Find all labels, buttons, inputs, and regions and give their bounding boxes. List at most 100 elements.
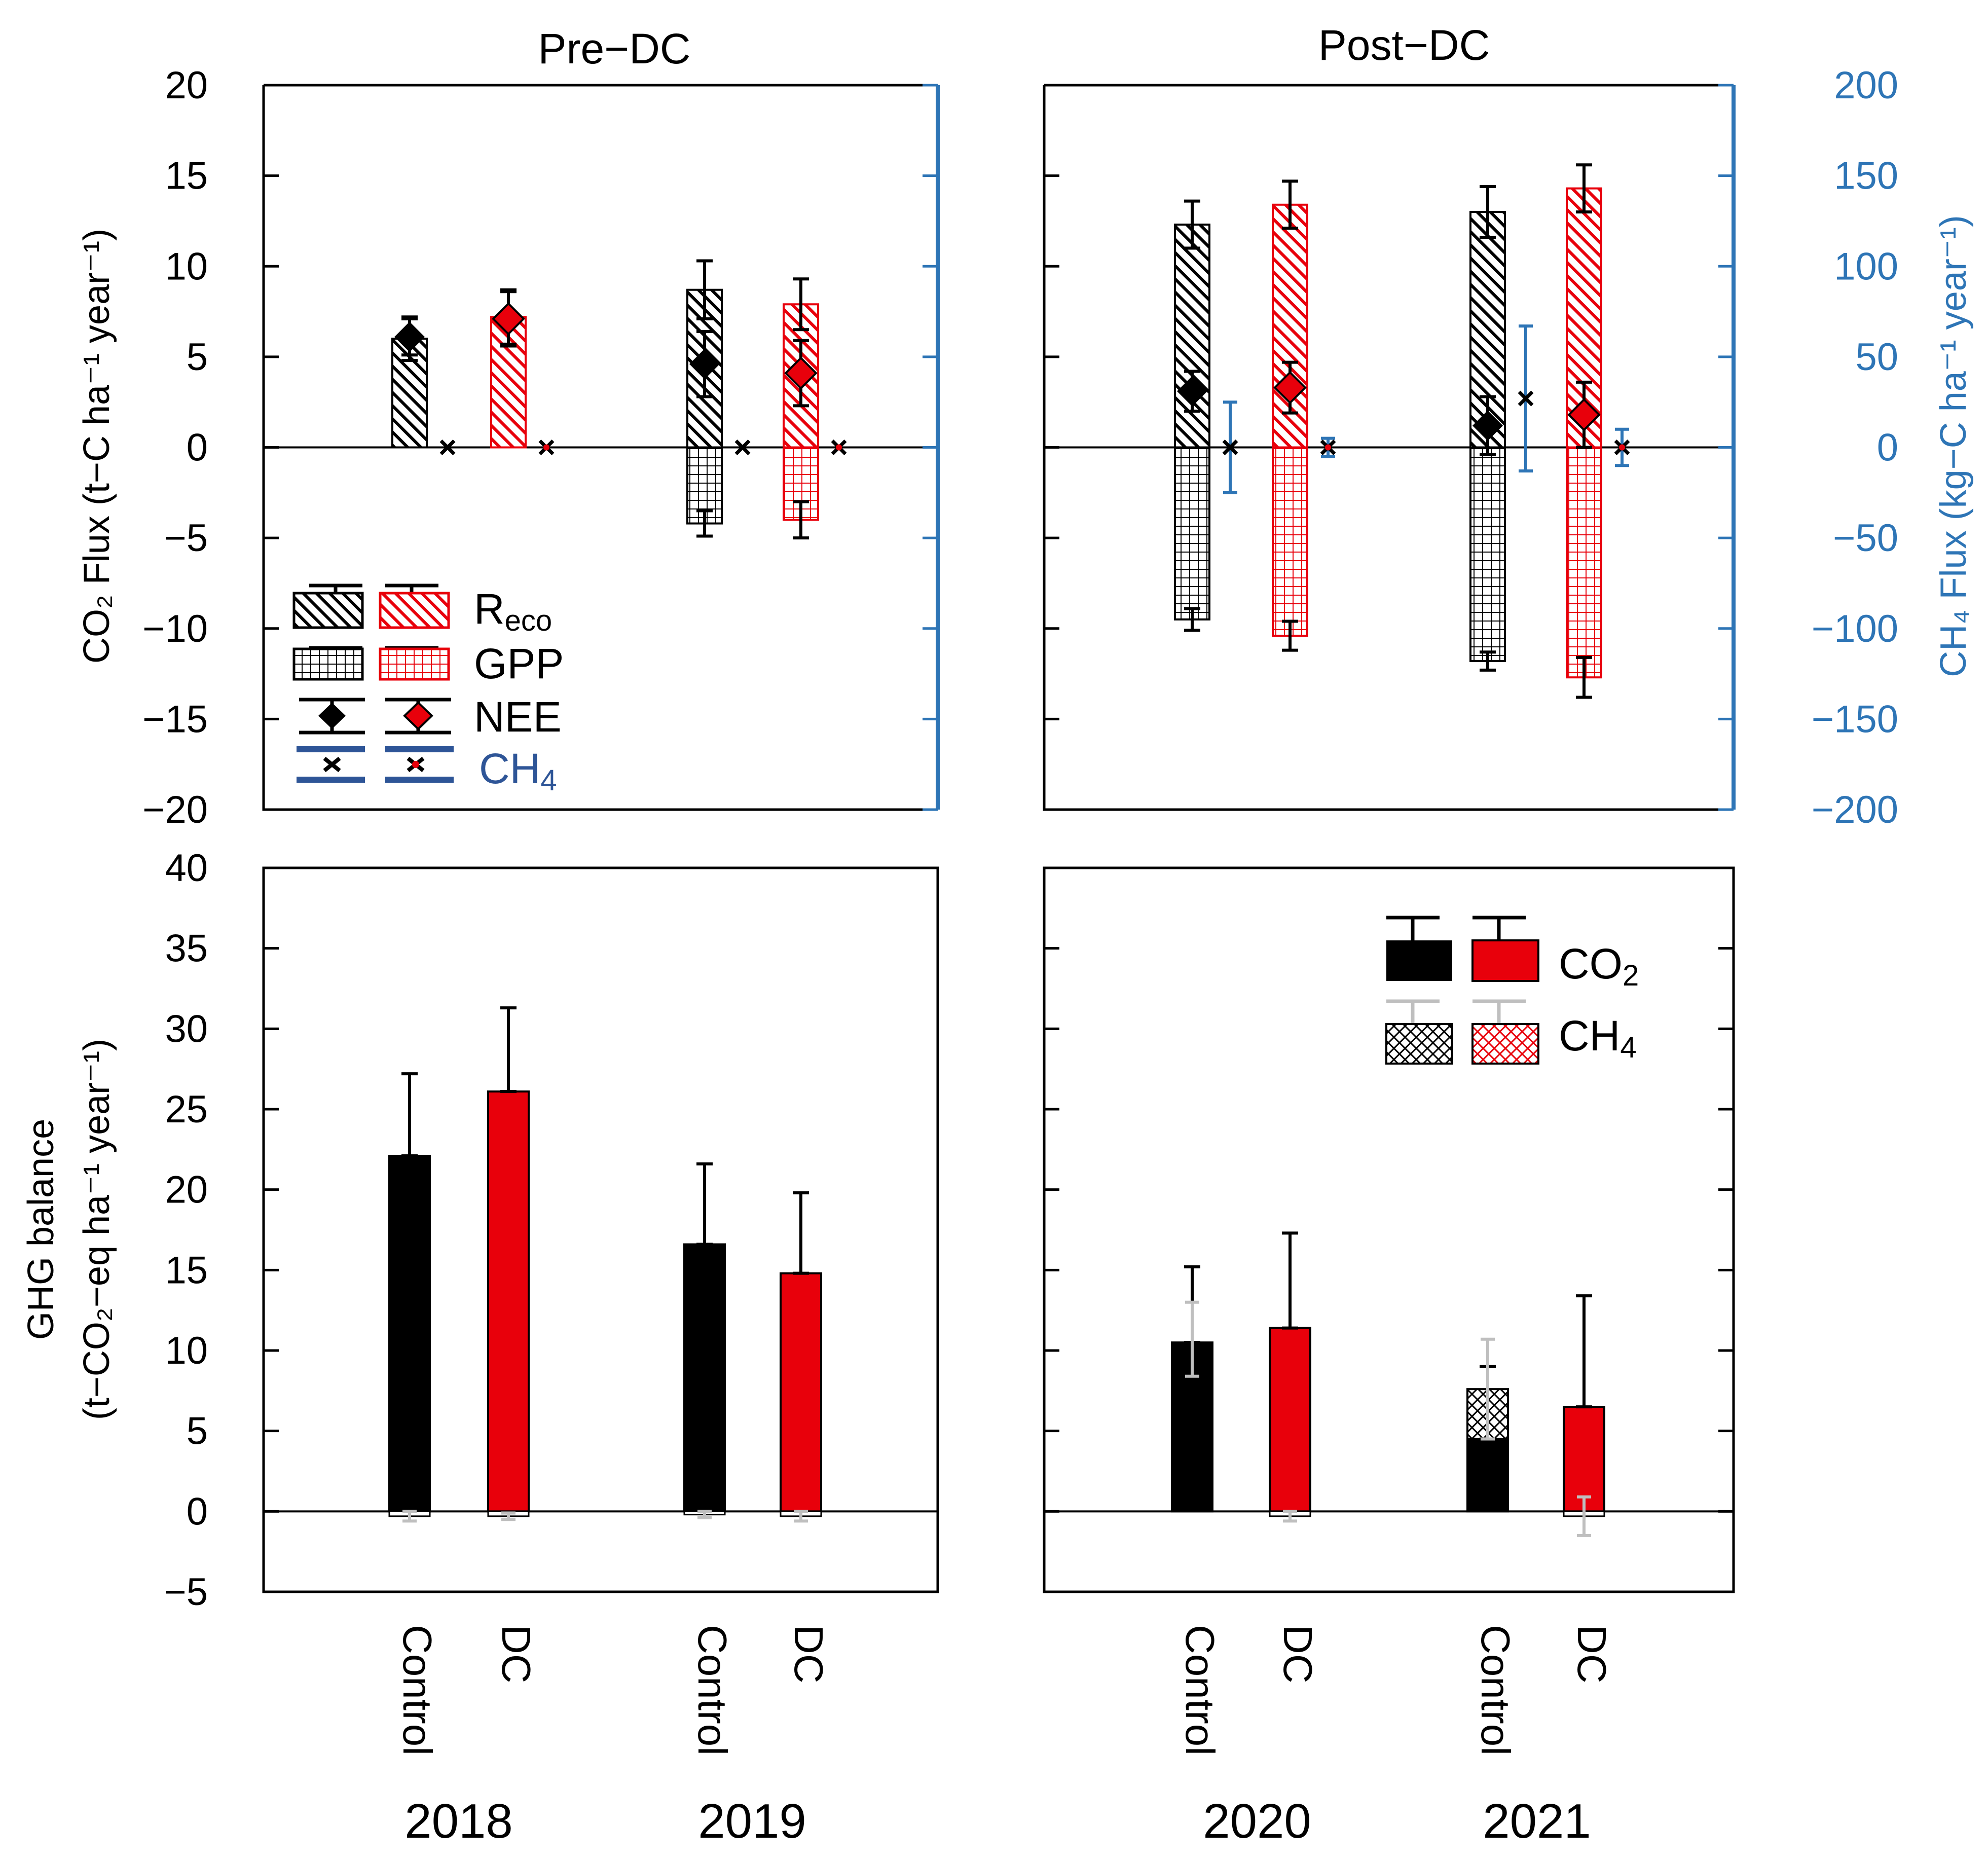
category-label: Control bbox=[395, 1625, 440, 1756]
ytick-right-label: 200 bbox=[1834, 64, 1898, 107]
legend-co2-dc-swatch bbox=[1471, 916, 1539, 982]
ghg-legend: CO2 CH4 bbox=[1385, 916, 1639, 1065]
co2-balance-bar bbox=[683, 1243, 726, 1513]
co2-axis-label: CO₂ Flux (t−C ha⁻¹ year⁻¹) bbox=[77, 229, 117, 664]
legend-nee-control-swatch bbox=[299, 698, 365, 735]
ytick-label: −10 bbox=[142, 607, 208, 650]
ghg-axis-label-line2: (t−CO₂−eq ha⁻¹ year⁻¹) bbox=[77, 1039, 117, 1420]
legend-gpp-control-swatch bbox=[292, 646, 364, 681]
co2-balance-error bbox=[401, 1072, 418, 1158]
nee-marker bbox=[394, 321, 425, 352]
legend-gpp-dc-swatch bbox=[379, 646, 450, 681]
ch4-balance-error bbox=[402, 1510, 417, 1523]
reco-error bbox=[696, 259, 713, 320]
year-label: 2020 bbox=[1203, 1794, 1311, 1848]
ytick-right-label: −200 bbox=[1812, 788, 1898, 831]
legend-reco-label: Reco bbox=[474, 585, 552, 637]
ch4-marker-dot bbox=[1325, 444, 1331, 451]
ytick-label: 25 bbox=[165, 1088, 208, 1131]
gpp-error bbox=[1480, 650, 1496, 672]
legend-reco-dc-swatch bbox=[379, 583, 450, 629]
co2-balance-error bbox=[1576, 1294, 1592, 1409]
gpp-error bbox=[696, 509, 713, 538]
category-label: DC bbox=[786, 1625, 831, 1684]
reco-bar bbox=[490, 316, 527, 449]
nee-marker bbox=[784, 356, 818, 390]
ytick-right-label: −50 bbox=[1833, 517, 1898, 560]
category-label: DC bbox=[1275, 1625, 1320, 1684]
legend-co2-label: CO2 bbox=[1559, 940, 1639, 992]
ytick-label: 10 bbox=[165, 245, 208, 288]
legend-ch4-label: CH4 bbox=[479, 745, 557, 797]
gpp-bar bbox=[1174, 446, 1210, 621]
ch4-balance-error bbox=[794, 1510, 808, 1523]
ytick-label: −5 bbox=[164, 517, 208, 560]
gpp-bar bbox=[1566, 446, 1602, 679]
ch4-balance-error bbox=[501, 1511, 516, 1521]
ytick-right-label: 0 bbox=[1877, 426, 1898, 469]
co2-balance-error bbox=[500, 1006, 517, 1093]
ytick-label: 5 bbox=[187, 1410, 208, 1453]
ch4-marker-dot bbox=[543, 444, 549, 451]
nee-marker bbox=[1273, 371, 1307, 405]
header-pre-dc: Pre−DC bbox=[538, 25, 690, 72]
ytick-label: 0 bbox=[187, 1490, 208, 1533]
ch4-marker bbox=[734, 440, 751, 455]
nee-marker bbox=[1472, 410, 1503, 441]
legend-nee-dc-swatch bbox=[385, 698, 451, 735]
ytick-label: 15 bbox=[165, 1249, 208, 1292]
co2-balance-bar bbox=[1269, 1327, 1311, 1513]
ch4-axis-label: CH₄ Flux (kg−C ha⁻¹ year⁻¹) bbox=[1933, 215, 1974, 677]
category-label: Control bbox=[1473, 1625, 1518, 1756]
category-label: Control bbox=[690, 1625, 735, 1756]
gpp-error bbox=[793, 500, 809, 540]
ytick-right-label: 150 bbox=[1834, 155, 1898, 198]
reco-error bbox=[793, 277, 809, 332]
co2-balance-error bbox=[793, 1191, 809, 1275]
ytick-label: 15 bbox=[165, 155, 208, 198]
gpp-bar bbox=[1469, 446, 1506, 663]
ytick-label: −15 bbox=[142, 698, 208, 741]
reco-error bbox=[1184, 199, 1200, 250]
ghg-axis-label-line1: GHG balance bbox=[21, 1119, 61, 1340]
ytick-label: −5 bbox=[164, 1571, 208, 1614]
ytick-right-label: 50 bbox=[1855, 336, 1898, 379]
gpp-error bbox=[1184, 607, 1200, 632]
co2-balance-error bbox=[1282, 1231, 1298, 1330]
year-label: 2021 bbox=[1483, 1794, 1591, 1848]
co2-balance-bar bbox=[780, 1272, 822, 1513]
ch4-balance-error bbox=[1185, 1300, 1199, 1378]
gpp-error bbox=[1576, 655, 1592, 699]
ytick-label: 10 bbox=[165, 1329, 208, 1372]
legend-nee-label: NEE bbox=[474, 693, 562, 741]
ytick-label: 40 bbox=[165, 847, 208, 890]
header-post-dc: Post−DC bbox=[1318, 21, 1490, 69]
ch4-marker bbox=[1222, 440, 1238, 455]
frame-bot-right bbox=[1043, 866, 1735, 1593]
ch4-balance-error bbox=[1577, 1495, 1591, 1537]
legend-gpp-label: GPP bbox=[474, 640, 564, 687]
co2-balance-bar bbox=[487, 1090, 530, 1513]
ch4-marker-dot bbox=[836, 444, 842, 451]
ytick-label: 5 bbox=[187, 336, 208, 379]
gpp-error bbox=[1282, 619, 1298, 652]
nee-marker bbox=[492, 302, 525, 336]
reco-bar bbox=[1174, 224, 1210, 449]
reco-error bbox=[1282, 179, 1298, 230]
year-label: 2019 bbox=[698, 1794, 806, 1848]
co2-balance-bar bbox=[1466, 1438, 1509, 1513]
legend-ch4-control-swatch bbox=[297, 746, 365, 783]
legend-ch4-bal-dc-swatch bbox=[1471, 999, 1539, 1065]
ytick-right-label: −100 bbox=[1812, 607, 1898, 650]
flux-legend: Reco GPP NEE bbox=[292, 583, 564, 797]
legend-ch4-bal-control-swatch bbox=[1385, 999, 1453, 1065]
year-label: 2018 bbox=[404, 1794, 513, 1848]
ytick-right-label: 100 bbox=[1834, 245, 1898, 288]
legend-co2-control-swatch bbox=[1386, 916, 1452, 981]
ytick-label: 20 bbox=[165, 1169, 208, 1212]
ch4-marker bbox=[439, 440, 456, 455]
ytick-label: −20 bbox=[142, 788, 208, 831]
nee-marker bbox=[1177, 376, 1207, 407]
co2-balance-bar bbox=[388, 1155, 431, 1513]
